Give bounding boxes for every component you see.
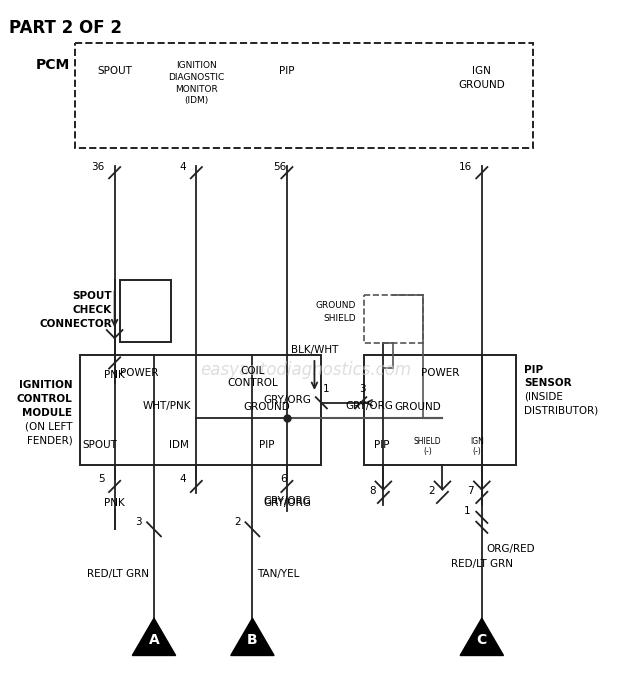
Text: RED/LT GRN: RED/LT GRN xyxy=(451,559,513,569)
Text: PCM: PCM xyxy=(36,58,70,72)
Text: PIP: PIP xyxy=(374,440,389,449)
Text: A: A xyxy=(148,633,159,647)
Text: easyautodiagnostics.com: easyautodiagnostics.com xyxy=(200,361,411,379)
Text: FENDER): FENDER) xyxy=(27,435,72,446)
Text: PART 2 OF 2: PART 2 OF 2 xyxy=(9,20,122,37)
Text: POWER: POWER xyxy=(120,368,158,378)
Text: BLK/WHT: BLK/WHT xyxy=(290,345,338,355)
Text: SPOUT: SPOUT xyxy=(72,291,112,301)
Text: GRY/ORG: GRY/ORG xyxy=(263,496,311,506)
Text: CONTROL: CONTROL xyxy=(17,394,72,404)
Text: PIP: PIP xyxy=(260,440,275,449)
Text: GROUND: GROUND xyxy=(244,402,290,412)
Text: 36: 36 xyxy=(91,162,105,172)
Text: (IDM): (IDM) xyxy=(184,97,208,106)
Text: IGN: IGN xyxy=(470,437,484,446)
Text: GRY/ORG: GRY/ORG xyxy=(263,395,311,405)
Text: PNK: PNK xyxy=(104,498,125,508)
Text: 3: 3 xyxy=(358,384,365,394)
Text: IGN: IGN xyxy=(472,66,491,76)
Text: 4: 4 xyxy=(180,475,187,484)
Text: PIP: PIP xyxy=(279,66,295,76)
Text: IGNITION: IGNITION xyxy=(19,380,72,390)
Bar xyxy=(363,295,423,343)
Bar xyxy=(75,43,533,148)
Text: DISTRIBUTOR): DISTRIBUTOR) xyxy=(524,406,598,416)
Text: MODULE: MODULE xyxy=(22,407,72,418)
Text: GRY/ORG: GRY/ORG xyxy=(263,498,311,508)
Text: MONITOR: MONITOR xyxy=(175,85,218,94)
Text: IDM: IDM xyxy=(169,440,188,449)
Text: 1: 1 xyxy=(323,384,330,394)
Text: SENSOR: SENSOR xyxy=(524,378,572,388)
Text: SHIELD: SHIELD xyxy=(323,314,356,323)
Text: CONNECTOR: CONNECTOR xyxy=(39,319,112,329)
Text: 1: 1 xyxy=(464,506,470,517)
Bar xyxy=(80,355,321,465)
Text: PIP: PIP xyxy=(524,365,543,375)
Text: B: B xyxy=(247,633,258,647)
Text: GROUND: GROUND xyxy=(315,301,356,309)
Text: 7: 7 xyxy=(467,486,474,496)
Text: 6: 6 xyxy=(280,475,287,484)
Bar xyxy=(363,355,516,465)
Text: COIL: COIL xyxy=(240,366,265,376)
Text: C: C xyxy=(476,633,487,647)
Text: SHIELD: SHIELD xyxy=(414,437,441,446)
Text: 16: 16 xyxy=(459,162,472,172)
Polygon shape xyxy=(231,618,274,655)
Text: SPOUT: SPOUT xyxy=(97,66,132,76)
Text: (ON LEFT: (ON LEFT xyxy=(25,421,72,432)
Text: 3: 3 xyxy=(135,517,142,527)
Text: GRY/ORG: GRY/ORG xyxy=(345,401,394,411)
Text: 56: 56 xyxy=(274,162,287,172)
Text: (INSIDE: (INSIDE xyxy=(524,392,563,402)
Text: TAN/YEL: TAN/YEL xyxy=(257,569,300,579)
Text: 2: 2 xyxy=(428,486,434,496)
Text: 5: 5 xyxy=(98,475,105,484)
Text: GROUND: GROUND xyxy=(394,402,441,412)
Polygon shape xyxy=(460,618,504,655)
Text: 8: 8 xyxy=(369,486,376,496)
Bar xyxy=(119,280,171,342)
Text: 4: 4 xyxy=(180,162,187,172)
Text: (-): (-) xyxy=(423,447,432,456)
Text: (-): (-) xyxy=(473,447,481,456)
Polygon shape xyxy=(132,618,176,655)
Text: ORG/RED: ORG/RED xyxy=(487,544,535,554)
Text: RED/LT GRN: RED/LT GRN xyxy=(87,569,149,579)
Text: WHT/PNK: WHT/PNK xyxy=(143,401,192,411)
Text: CONTROL: CONTROL xyxy=(227,378,278,388)
Text: CHECK: CHECK xyxy=(72,305,112,315)
Text: PNK: PNK xyxy=(104,370,125,380)
Text: POWER: POWER xyxy=(421,368,459,378)
Text: IGNITION: IGNITION xyxy=(176,61,217,69)
Text: 2: 2 xyxy=(234,517,240,527)
Text: SPOUT: SPOUT xyxy=(82,440,117,449)
Text: GROUND: GROUND xyxy=(459,80,505,90)
Text: DIAGNOSTIC: DIAGNOSTIC xyxy=(168,73,224,82)
